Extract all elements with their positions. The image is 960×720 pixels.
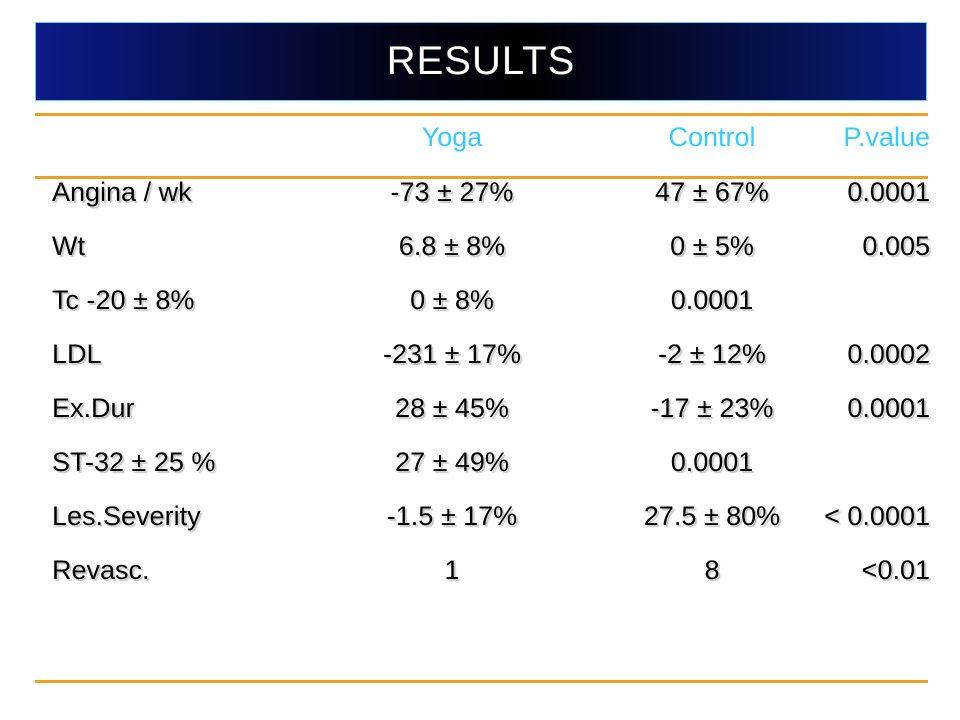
header-control: Control	[668, 122, 756, 152]
cell-control: 0.0001	[670, 285, 754, 315]
cell-yoga: 28 ± 45%	[395, 393, 509, 423]
cell-p-value: 0.0001	[847, 177, 930, 207]
table-bottom-rule	[35, 680, 928, 683]
cell-control: 0 ± 5%	[670, 231, 754, 261]
header-p-value: P.value	[843, 122, 930, 152]
cell-p-value: < 0.0001	[824, 501, 930, 531]
cell-p-value: 0.0001	[847, 393, 930, 423]
row-label-revasc: Revasc.	[52, 555, 150, 585]
cell-p-value: 0.005	[862, 231, 930, 261]
cell-yoga: 1	[444, 555, 460, 585]
cell-control: 8	[704, 555, 720, 585]
cell-control: -17 ± 23%	[650, 393, 774, 423]
cell-p-value: 0.0002	[847, 339, 930, 369]
row-label-angina: Angina / wk	[52, 177, 192, 207]
title-banner: RESULTS	[35, 22, 927, 101]
header-top-rule	[35, 113, 928, 116]
page-title: RESULTS	[386, 39, 576, 83]
row-label-ldl: LDL	[52, 339, 102, 369]
cell-control: -2 ± 12%	[658, 339, 766, 369]
row-label-wt: Wt	[52, 231, 85, 261]
cell-control: 0.0001	[670, 447, 754, 477]
cell-yoga: -231 ± 17%	[383, 339, 521, 369]
cell-yoga: 0 ± 8%	[410, 285, 494, 315]
cell-control: 47 ± 67%	[655, 177, 769, 207]
header-yoga: Yoga	[421, 122, 483, 152]
cell-p-value: <0.01	[861, 555, 930, 585]
cell-yoga: -73 ± 27%	[390, 177, 514, 207]
row-label-ex-dur: Ex.Dur	[52, 393, 135, 423]
cell-yoga: 27 ± 49%	[395, 447, 509, 477]
row-label-les-severity: Les.Severity	[52, 501, 201, 531]
row-label-st: ST-32 ± 25 %	[52, 447, 216, 477]
header-bottom-rule	[35, 176, 928, 179]
cell-yoga: 6.8 ± 8%	[398, 231, 506, 261]
cell-control: 27.5 ± 80%	[643, 501, 781, 531]
cell-yoga: -1.5 ± 17%	[386, 501, 518, 531]
row-label-tc: Tc -20 ± 8%	[52, 285, 195, 315]
